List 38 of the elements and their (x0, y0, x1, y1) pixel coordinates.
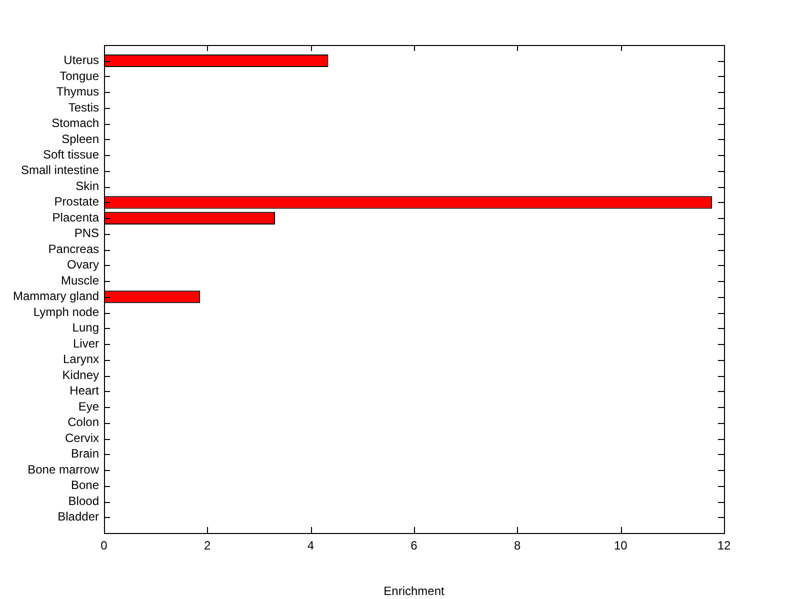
y-tick-label: Small intestine (20, 163, 100, 178)
y-tick-label: Spleen (62, 132, 99, 146)
y-tick-label: Lung (72, 320, 99, 335)
y-tick-label: Bone marrow (28, 462, 100, 476)
y-tick-label: Pancreas (48, 242, 99, 256)
x-tick-label: 8 (514, 538, 521, 553)
y-tick-label: Eye (78, 399, 100, 414)
y-tick-label: Placenta (52, 210, 100, 224)
x-tick-label: 0 (100, 538, 108, 553)
y-tick-label: Larynx (62, 352, 99, 366)
y-tick-label: Liver (72, 336, 99, 350)
y-tick-label: Mammary gland (12, 289, 99, 304)
y-tick-label: Muscle (60, 273, 100, 288)
y-tick-label: Soft tissue (42, 148, 100, 162)
x-tick-label: 12 (717, 538, 731, 553)
x-axis-title: Enrichment (384, 584, 446, 598)
x-tick-label: 10 (614, 538, 628, 553)
y-tick-label: Bone (70, 478, 100, 492)
x-tick-label: 6 (410, 538, 418, 553)
x-tick-label: 2 (204, 538, 211, 553)
y-tick-label: Skin (76, 178, 99, 193)
y-tick-label: Stomach (52, 116, 99, 130)
y-tick-label: Tongue (60, 68, 100, 83)
y-tick-label: Brain (70, 446, 99, 461)
y-tick-label: Colon (68, 415, 99, 430)
y-tick-label: PNS (74, 226, 99, 240)
y-tick-label: Kidney (62, 368, 99, 382)
y-tick-label: Uterus (64, 53, 99, 68)
y-tick-label: Bladder (58, 510, 99, 524)
y-tick-label: Testis (68, 100, 99, 114)
y-tick-label: Blood (68, 494, 99, 508)
x-tick-label: 4 (307, 538, 314, 553)
y-tick-label: Thymus (56, 84, 99, 99)
y-tick-label: Cervix (64, 430, 99, 445)
y-tick-label: Prostate (54, 194, 100, 209)
y-tick-label: Lymph node (33, 304, 100, 319)
y-tick-label: Heart (70, 384, 100, 398)
y-tick-label: Ovary (66, 258, 99, 272)
